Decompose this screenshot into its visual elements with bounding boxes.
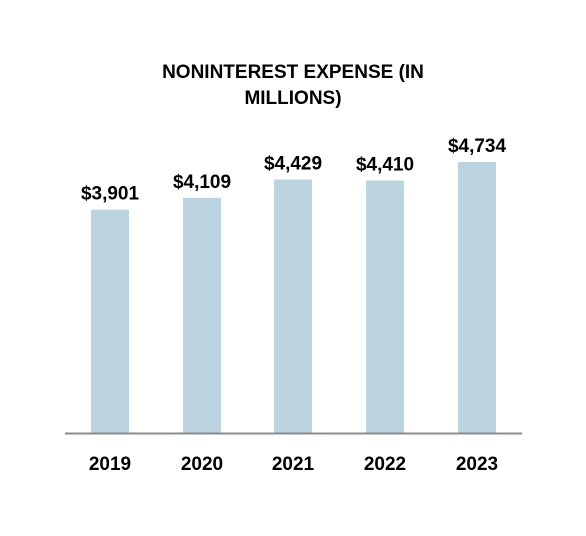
value-label-2022: $4,410 xyxy=(356,155,414,176)
category-label-2021: 2021 xyxy=(272,454,315,475)
bar-2020 xyxy=(183,197,221,433)
value-label-2020: $4,109 xyxy=(173,172,231,193)
bar-2023 xyxy=(458,162,496,433)
chart-title-line-1: NONINTEREST EXPENSE (IN xyxy=(162,62,424,83)
bar-2022 xyxy=(366,180,404,433)
value-labels-group: $3,901 $4,109 $4,429 $4,410 $4,734 xyxy=(81,136,507,205)
value-label-2021: $4,429 xyxy=(264,153,322,174)
bars-group xyxy=(91,162,496,433)
bar-2021 xyxy=(274,179,312,433)
category-label-2019: 2019 xyxy=(89,454,131,475)
value-label-2019: $3,901 xyxy=(81,184,140,205)
category-labels-group: 2019 2020 2021 2022 2023 xyxy=(89,454,498,475)
chart-title: NONINTEREST EXPENSE (IN MILLIONS) xyxy=(0,60,586,112)
category-label-2022: 2022 xyxy=(364,454,406,475)
value-label-2023: $4,734 xyxy=(448,136,507,157)
category-label-2020: 2020 xyxy=(181,454,223,475)
category-label-2023: 2023 xyxy=(456,454,498,475)
chart-title-line-2: MILLIONS) xyxy=(244,88,342,109)
bar-2019 xyxy=(91,209,129,433)
